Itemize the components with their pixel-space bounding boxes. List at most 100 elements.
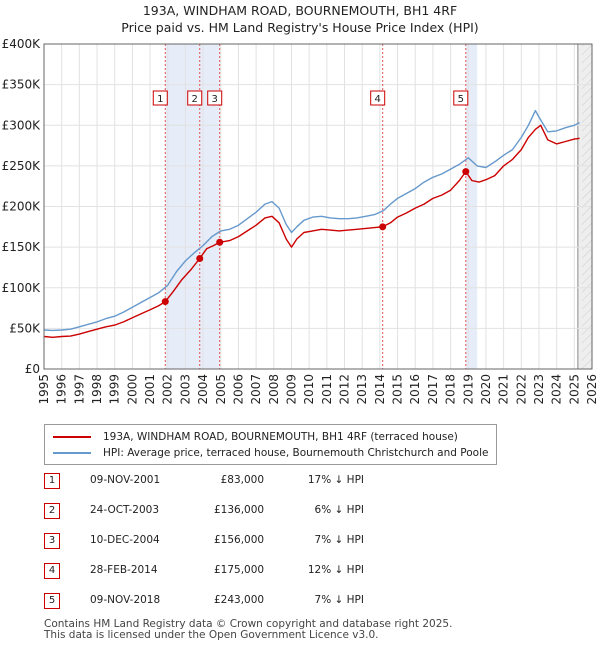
legend-item-property: 193A, WINDHAM ROAD, BOURNEMOUTH, BH1 4RF… xyxy=(53,429,458,445)
event-label-box xyxy=(370,90,386,106)
x-tick-label: 2021 xyxy=(497,374,511,405)
sale-date: 09-NOV-2001 xyxy=(90,474,161,486)
y-tick-label: £0 xyxy=(25,362,40,376)
x-tick-label: 1999 xyxy=(108,374,122,405)
x-tick-label: 1998 xyxy=(90,374,104,405)
x-tick-label: 2014 xyxy=(373,374,387,405)
table-row: 5 09-NOV-2018 £243,000 7% ↓ HPI xyxy=(44,593,464,611)
table-row: 1 09-NOV-2001 £83,000 17% ↓ HPI xyxy=(44,473,464,491)
event-label-box xyxy=(187,90,203,106)
y-tick-label: £250K xyxy=(2,159,42,173)
y-tick-label: £400K xyxy=(2,37,42,51)
plot-frame xyxy=(43,43,593,370)
x-tick-label: 1996 xyxy=(55,374,69,405)
table-row: 2 24-OCT-2003 £136,000 6% ↓ HPI xyxy=(44,503,464,521)
sale-hpi-diff: 17% ↓ HPI xyxy=(307,474,364,486)
x-tick-label: 2022 xyxy=(514,374,528,405)
legend-swatch-hpi xyxy=(53,452,91,454)
table-row: 3 10-DEC-2004 £156,000 7% ↓ HPI xyxy=(44,533,464,551)
x-tick-label: 2003 xyxy=(178,374,192,405)
event-label-box xyxy=(207,90,223,106)
legend-swatch-property xyxy=(53,436,91,438)
x-tick-label: 2018 xyxy=(444,374,458,405)
x-tick-label: 2013 xyxy=(355,374,369,405)
hpi-line xyxy=(43,109,580,332)
property-price-line xyxy=(43,124,580,338)
series-lines xyxy=(43,109,580,338)
x-tick-label: 2008 xyxy=(267,374,281,405)
event-label: 2 xyxy=(192,94,198,105)
y-tick-label: £100K xyxy=(2,281,42,295)
sale-hpi-diff: 12% ↓ HPI xyxy=(307,564,364,576)
sale-number-badge: 5 xyxy=(44,593,60,609)
sale-number-badge: 3 xyxy=(44,533,60,549)
footer-copyright: Contains HM Land Registry data © Crown c… xyxy=(44,618,453,630)
sale-price: £243,000 xyxy=(214,594,265,606)
y-tick-label: £200K xyxy=(2,200,42,214)
x-tick-label: 2020 xyxy=(479,374,493,405)
legend: 193A, WINDHAM ROAD, BOURNEMOUTH, BH1 4RF… xyxy=(44,424,497,465)
sale-price: £156,000 xyxy=(214,534,265,546)
sale-price: £136,000 xyxy=(214,504,265,516)
axes: £0 £50K £100K £150K £200K £250K £300K £350K £400… xyxy=(2,37,599,405)
sale-point xyxy=(196,255,204,262)
sale-hpi-diff: 7% ↓ HPI xyxy=(314,594,364,606)
sale-date: 24-OCT-2003 xyxy=(90,504,159,516)
event-label-box xyxy=(152,90,168,106)
x-tick-label: 2001 xyxy=(143,374,157,405)
event-label: 4 xyxy=(375,94,381,105)
chart-title-main: 193A, WINDHAM ROAD, BOURNEMOUTH, BH1 4RF xyxy=(142,3,458,18)
sale-events: 1 2 3 4 5 xyxy=(152,90,470,306)
x-tick-label: 1995 xyxy=(37,374,51,405)
event-label: 3 xyxy=(212,94,218,105)
x-tick-label: 2006 xyxy=(231,374,245,405)
y-tick-label: £350K xyxy=(2,78,42,92)
y-tick-label: £50K xyxy=(9,321,41,335)
y-tick-label: £150K xyxy=(2,240,42,254)
chart-title: 193A, WINDHAM ROAD, BOURNEMOUTH, BH1 4RF… xyxy=(0,2,600,36)
table-row: 4 28-FEB-2014 £175,000 12% ↓ HPI xyxy=(44,563,464,581)
x-tick-label: 2000 xyxy=(125,374,139,405)
sale-point xyxy=(379,223,387,231)
sale-point xyxy=(462,168,470,176)
sale-price: £175,000 xyxy=(214,564,265,576)
sale-point xyxy=(161,298,169,306)
sale-hpi-diff: 7% ↓ HPI xyxy=(314,534,364,546)
x-tick-label: 2016 xyxy=(408,374,422,405)
chart-subtitle: Price paid vs. HM Land Registry's House … xyxy=(121,20,479,35)
x-tick-label: 2012 xyxy=(338,374,352,405)
event-label: 5 xyxy=(458,94,464,105)
x-tick-label: 2015 xyxy=(391,374,405,405)
x-tick-label: 2011 xyxy=(320,374,334,405)
x-tick-label: 2009 xyxy=(284,374,298,405)
price-chart: 1 2 3 4 5 £0 £50K £100K £150K £200K £250K £300K £35… xyxy=(2,37,599,405)
sale-hpi-diff: 6% ↓ HPI xyxy=(314,504,364,516)
x-tick-label: 2024 xyxy=(550,374,564,405)
sale-date: 09-NOV-2018 xyxy=(90,594,161,606)
x-tick-label: 2026 xyxy=(585,374,599,405)
legend-label-property: 193A, WINDHAM ROAD, BOURNEMOUTH, BH1 4RF… xyxy=(103,431,458,443)
x-tick-label: 1997 xyxy=(72,374,86,405)
footer: Contains HM Land Registry data © Crown c… xyxy=(44,619,452,641)
legend-label-hpi: HPI: Average price, terraced house, Bour… xyxy=(103,447,489,459)
x-tick-label: 2023 xyxy=(532,374,546,405)
sale-price: £83,000 xyxy=(220,474,264,486)
legend-item-hpi: HPI: Average price, terraced house, Bour… xyxy=(53,445,488,461)
x-tick-label: 2002 xyxy=(161,374,175,405)
footer-license: This data is licensed under the Open Gov… xyxy=(44,629,379,641)
y-tick-label: £300K xyxy=(2,118,42,132)
sale-date: 10-DEC-2004 xyxy=(90,534,160,546)
x-tick-label: 2007 xyxy=(249,374,263,405)
x-tick-label: 2017 xyxy=(426,374,440,405)
x-tick-label: 2019 xyxy=(461,374,475,405)
x-tick-label: 2025 xyxy=(567,374,581,405)
sale-number-badge: 1 xyxy=(44,473,60,489)
sale-number-badge: 2 xyxy=(44,503,60,519)
event-label: 1 xyxy=(157,94,163,105)
x-tick-label: 2010 xyxy=(302,374,316,405)
sale-date: 28-FEB-2014 xyxy=(90,564,158,576)
sale-point xyxy=(216,238,224,246)
x-tick-label: 2005 xyxy=(214,374,228,405)
x-tick-label: 2004 xyxy=(196,374,210,405)
event-label-box xyxy=(453,90,469,106)
